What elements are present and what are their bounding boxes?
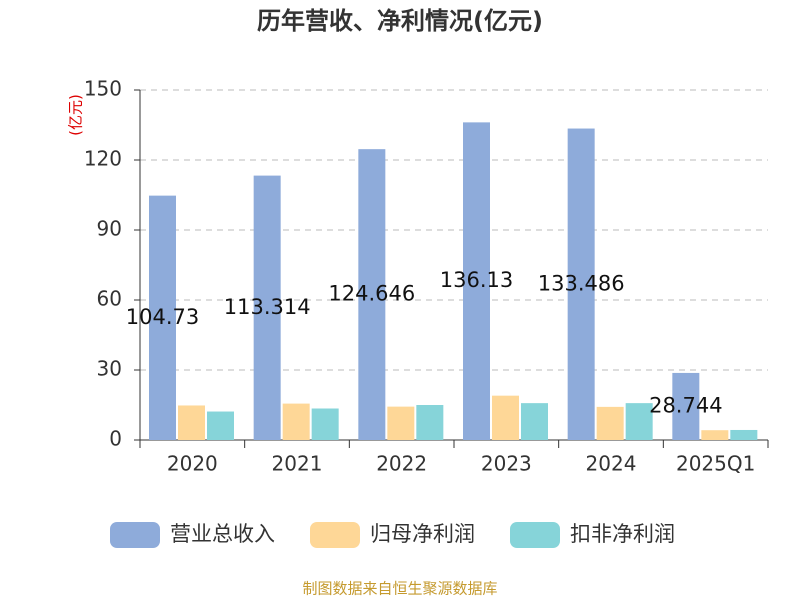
bar xyxy=(730,429,758,440)
legend-swatch xyxy=(110,522,160,548)
y-tick-label: 150 xyxy=(84,77,122,101)
x-tick-label: 2025Q1 xyxy=(676,452,755,476)
legend-swatch xyxy=(510,522,560,548)
bar xyxy=(311,408,339,440)
y-tick-label: 60 xyxy=(97,287,122,311)
bar xyxy=(253,175,281,441)
bar xyxy=(358,149,386,440)
bar xyxy=(282,403,310,440)
legend-label: 归母净利润 xyxy=(370,522,475,546)
bar xyxy=(521,403,548,440)
chart-title: 历年营收、净利情况(亿元) xyxy=(257,7,543,35)
x-tick-label: 2023 xyxy=(481,452,532,476)
bar xyxy=(149,195,176,440)
y-tick-label: 0 xyxy=(109,427,122,451)
data-label: 104.73 xyxy=(126,305,199,329)
source-note: 制图数据来自恒生聚源数据库 xyxy=(302,580,497,598)
x-tick-label: 2024 xyxy=(586,452,637,476)
data-label: 133.486 xyxy=(538,271,625,295)
bar xyxy=(492,395,519,440)
data-label: 28.744 xyxy=(649,393,722,417)
bar xyxy=(596,406,624,440)
bar xyxy=(207,411,234,440)
bar xyxy=(416,405,444,440)
y-axis-label: (亿元) xyxy=(67,94,85,136)
x-tick-label: 2022 xyxy=(376,452,427,476)
y-tick-label: 90 xyxy=(97,217,122,241)
legend-swatch xyxy=(310,522,360,548)
bar xyxy=(387,406,415,440)
bar xyxy=(567,128,595,441)
y-tick-label: 120 xyxy=(84,147,122,171)
legend-label: 扣非净利润 xyxy=(570,522,675,546)
bar xyxy=(178,405,205,440)
data-label: 113.314 xyxy=(224,295,311,319)
bar xyxy=(625,403,653,440)
bar xyxy=(672,372,700,440)
data-label: 136.13 xyxy=(440,268,513,292)
bar xyxy=(463,122,490,440)
x-tick-label: 2021 xyxy=(272,452,323,476)
y-tick-label: 30 xyxy=(97,357,122,381)
bar xyxy=(701,430,729,440)
x-tick-label: 2020 xyxy=(167,452,218,476)
data-label: 124.646 xyxy=(328,282,415,306)
legend-label: 营业总收入 xyxy=(170,522,275,546)
